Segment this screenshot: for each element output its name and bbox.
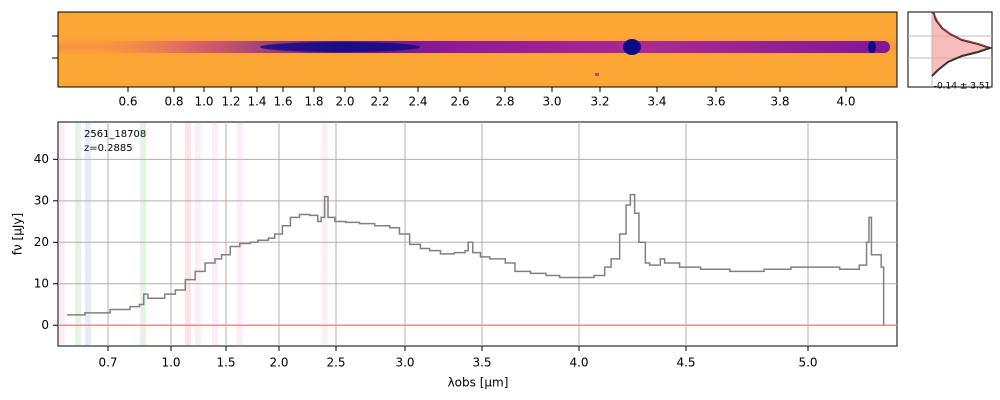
- line-marker: [85, 122, 92, 346]
- line-marker: [236, 122, 243, 346]
- y-tick-label: 30: [34, 193, 49, 207]
- x-tick-label: 5.0: [798, 356, 817, 370]
- y-tick-label: 0: [41, 318, 49, 332]
- x-axis-label: λobs [μm]: [448, 376, 509, 390]
- x-tick-label: 3.2: [590, 95, 609, 109]
- x-tick-label: 3.0: [542, 95, 561, 109]
- x-tick-label: 2.6: [450, 95, 469, 109]
- x-tick-label: 3.4: [647, 95, 666, 109]
- x-tick-label: 1.6: [273, 95, 292, 109]
- x-tick-label: 2.8: [495, 95, 514, 109]
- x-tick-label: 1.4: [247, 95, 266, 109]
- y-tick-label: 10: [34, 276, 49, 290]
- x-tick-label: 1.5: [216, 356, 235, 370]
- x-tick-label: 1.0: [194, 95, 213, 109]
- x-tick-label: 2.2: [370, 95, 389, 109]
- x-tick-label: 3.6: [706, 95, 725, 109]
- line-marker: [194, 122, 201, 346]
- annotation: 2561_18708: [84, 129, 146, 140]
- x-tick-label: 3.0: [395, 356, 414, 370]
- histogram-label: -0.14 ± 3.51: [934, 82, 991, 92]
- line-marker: [212, 122, 218, 346]
- x-tick-label: 4.0: [569, 356, 588, 370]
- x-tick-label: 1.8: [304, 95, 323, 109]
- x-tick-label: 4.0: [836, 95, 855, 109]
- spectrum-2d: [52, 11, 898, 88]
- line-marker: [140, 122, 147, 346]
- x-tick-label: 0.7: [98, 356, 117, 370]
- x-tick-label: 1.2: [221, 95, 240, 109]
- line-marker: [321, 122, 328, 346]
- spectrum-line: [67, 193, 885, 326]
- line-marker: [185, 122, 192, 346]
- x-tick-label: 4.5: [676, 356, 695, 370]
- line-marker: [58, 122, 65, 346]
- x-tick-label: 1.0: [161, 356, 180, 370]
- x-tick-label: 2.0: [269, 356, 288, 370]
- x-tick-label: 2.0: [335, 95, 354, 109]
- line-marker: [74, 122, 81, 346]
- x-tick-label: 2.5: [326, 356, 345, 370]
- y-tick-label: 20: [34, 235, 49, 249]
- y-tick-label: 40: [34, 152, 49, 166]
- histogram-panel: -0.14 ± 3.51: [907, 11, 994, 92]
- plot-frame: [57, 121, 898, 347]
- x-tick-label: 3.8: [770, 95, 789, 109]
- y-axis-label: fν [μJy]: [11, 213, 25, 255]
- x-tick-label: 0.6: [118, 95, 137, 109]
- x-tick-label: 2.4: [408, 95, 427, 109]
- x-tick-label: 3.5: [472, 356, 491, 370]
- x-tick-label: 0.8: [164, 95, 183, 109]
